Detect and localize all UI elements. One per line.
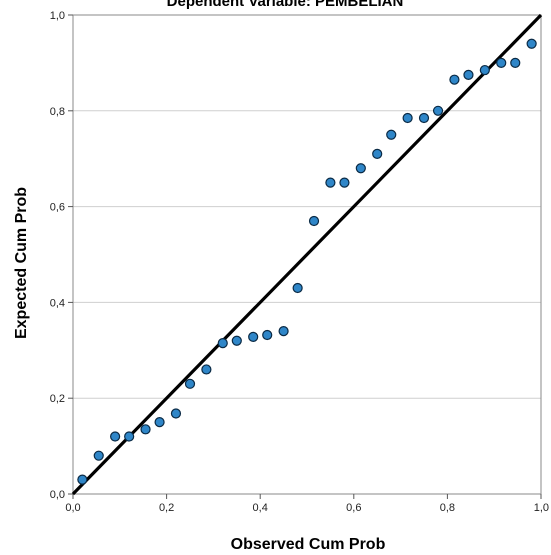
data-point (262, 329, 273, 341)
data-point (231, 335, 242, 346)
y-tick-label: 1,0 (50, 10, 65, 22)
data-point (339, 177, 350, 188)
y-tick-label: 0,4 (50, 297, 65, 309)
tick-labels: 0,0 0,2 0,4 0,6 0,8 1,0 0,0 0,2 0,4 0,6 0,8 1,0 (50, 10, 549, 514)
data-point (110, 431, 121, 442)
data-point (479, 64, 490, 76)
data-point (526, 38, 537, 49)
chart-title: Dependent Variable: PEMBELIAN (167, 0, 404, 10)
data-points (77, 38, 537, 485)
data-point (325, 177, 336, 188)
data-point (93, 450, 104, 461)
data-point (170, 408, 182, 419)
y-tick-label: 0,6 (50, 202, 65, 214)
data-point (449, 74, 460, 85)
x-tick-label: 0,4 (253, 502, 268, 514)
x-tick-label: 0,0 (65, 502, 80, 514)
y-tick-label: 0,0 (50, 489, 65, 501)
data-point (292, 282, 303, 294)
data-point (496, 57, 507, 69)
data-point (372, 148, 383, 160)
x-tick-label: 0,8 (440, 502, 455, 514)
plot-frame (72, 14, 542, 495)
y-axis-title: Expected Cum Prob (13, 187, 30, 339)
reference-line-layer (71, 13, 543, 496)
data-point (201, 364, 212, 375)
data-point (77, 474, 88, 485)
data-point (154, 417, 165, 428)
data-point (402, 112, 413, 124)
data-point (418, 112, 430, 124)
gridlines (73, 110, 541, 399)
data-point (248, 331, 259, 342)
data-point (308, 215, 320, 227)
data-point (278, 326, 289, 337)
data-point (124, 431, 135, 442)
x-tick-label: 0,2 (159, 502, 174, 514)
x-axis-title: Observed Cum Prob (231, 536, 386, 553)
data-point (463, 69, 474, 80)
x-tick-label: 1,0 (534, 502, 549, 514)
y-tick-label: 0,2 (50, 393, 65, 405)
axes (68, 14, 542, 499)
data-point (140, 424, 151, 435)
data-point (355, 163, 366, 174)
data-point (217, 338, 228, 349)
x-tick-label: 0,6 (346, 502, 361, 514)
data-point (386, 129, 397, 140)
data-point (184, 378, 196, 389)
y-tick-label: 0,8 (50, 106, 65, 118)
data-point (510, 57, 521, 69)
data-point (432, 105, 444, 116)
reference-line (71, 13, 543, 496)
